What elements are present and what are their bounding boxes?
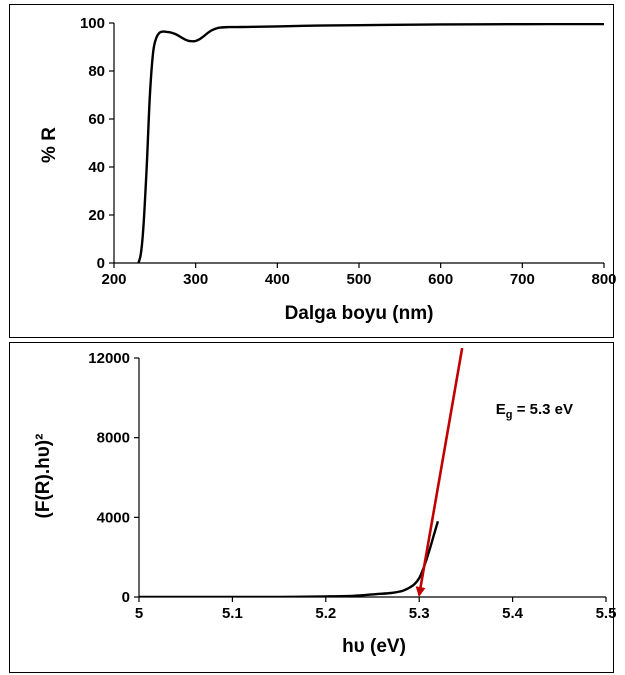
y-axis-title: % R	[39, 127, 60, 163]
y-axis-title: (F(R).hυ)²	[33, 434, 54, 519]
x-tick-label: 400	[265, 271, 290, 288]
series-line	[137, 23, 604, 263]
y-tick-label: 40	[88, 159, 105, 176]
y-tick-label: 8000	[97, 430, 130, 447]
bandgap-annotation: Eg = 5.3 eV	[496, 401, 573, 421]
x-tick-label: 200	[101, 271, 126, 288]
x-tick-label: 800	[591, 271, 616, 288]
x-tick-label: 300	[183, 271, 208, 288]
x-axis-title: hυ (eV)	[342, 636, 406, 657]
x-tick-label: 500	[346, 271, 371, 288]
reflectance-chart-panel: Dalga boyu (nm) % R 200 300 400 500 600 700 80…	[9, 4, 617, 338]
series-line	[139, 520, 440, 597]
tangent-arrow	[415, 347, 464, 597]
data-area	[139, 520, 440, 597]
bandgap-chart-panel: hυ (eV) (F(R).hυ)² 5 5.1 5.2 5.3 5.4 5.5 0 4000…	[9, 342, 617, 673]
y-tick-label: 60	[88, 111, 105, 128]
x-tick-label: 600	[428, 271, 453, 288]
x-tick-label: 5.3	[409, 605, 430, 622]
x-tick-label: 5.2	[315, 605, 336, 622]
y-tick-label: 0	[122, 589, 130, 606]
x-tick-label: 5.5	[596, 605, 617, 622]
y-tick-label: 100	[80, 15, 105, 32]
y-tick-label: 0	[97, 255, 105, 272]
y-tick-label: 4000	[97, 509, 130, 526]
y-tick-label: 12000	[88, 350, 130, 367]
y-tick-label: 80	[88, 63, 105, 80]
data-area	[137, 23, 604, 263]
x-tick-label: 5	[135, 605, 143, 622]
reflectance-chart: Dalga boyu (nm) % R 200 300 400 500 600 700 80…	[39, 15, 617, 324]
x-tick-label: 5.1	[222, 605, 243, 622]
x-tick-label: 700	[510, 271, 535, 288]
bandgap-chart: hυ (eV) (F(R).hυ)² 5 5.1 5.2 5.3 5.4 5.5 0 4000…	[33, 347, 617, 657]
x-tick-label: 5.4	[502, 605, 524, 622]
x-axis-title: Dalga boyu (nm)	[285, 303, 434, 324]
y-tick-label: 20	[88, 207, 105, 224]
